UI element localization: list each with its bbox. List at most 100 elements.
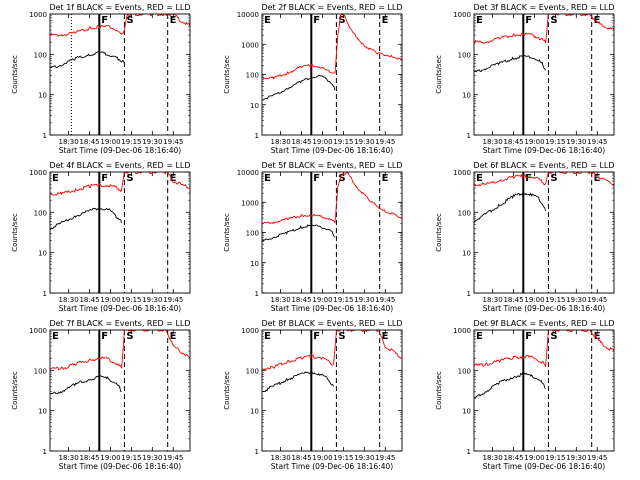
y-tick-label: 100: [458, 51, 471, 59]
y-tick-label: 1000: [29, 11, 47, 19]
marker-label: S: [550, 173, 557, 184]
x-tick-label: 19:45: [587, 138, 607, 146]
plot-frame: [49, 171, 191, 294]
marker-label: E: [382, 15, 389, 26]
x-tick-label: 19:00: [312, 138, 332, 146]
y-tick-label: 1: [43, 290, 47, 298]
marker-label: E: [476, 331, 483, 342]
marker-label: E: [476, 173, 483, 184]
y-tick-label: 10000: [237, 11, 259, 19]
x-tick-label: 18:30: [271, 296, 291, 304]
x-tick-label: 19:15: [121, 138, 141, 146]
x-tick-label: 19:00: [524, 138, 544, 146]
marker-label: E: [594, 173, 601, 184]
chart-title: Det 8f BLACK = Events, RED = LLD: [261, 319, 402, 328]
x-tick-label: 19:00: [524, 454, 544, 462]
chart-title: Det 3f BLACK = Events, RED = LLD: [473, 3, 614, 12]
x-axis-label: Start Time (09-Dec-06 18:16:40): [483, 304, 605, 313]
y-tick-label: 10: [38, 92, 47, 100]
red-series-line: [262, 172, 402, 225]
x-tick-label: 19:00: [312, 454, 332, 462]
marker-label: E: [264, 15, 271, 26]
y-axis-label: Counts/sec: [11, 213, 19, 252]
y-tick-label: 1: [43, 448, 47, 456]
y-tick-label: 1000: [241, 41, 259, 49]
chart-title: Det 2f BLACK = Events, RED = LLD: [261, 3, 402, 12]
x-tick-label: 18:45: [291, 138, 311, 146]
marker-label: S: [338, 15, 345, 26]
red-series-line: [262, 14, 402, 80]
marker-label: E: [264, 173, 271, 184]
marker-label: E: [170, 331, 177, 342]
marker-label: S: [338, 173, 345, 184]
y-axis-label: Counts/sec: [223, 55, 231, 94]
y-axis-label: Counts/sec: [11, 371, 19, 410]
chart-panel: Det 6f BLACK = Events, RED = LLD 1 10 100 10…: [435, 161, 615, 313]
x-axis-label: Start Time (09-Dec-06 18:16:40): [483, 462, 605, 471]
x-tick-label: 19:30: [354, 454, 374, 462]
chart-title: Det 4f BLACK = Events, RED = LLD: [49, 161, 190, 170]
x-tick-label: 18:30: [483, 138, 503, 146]
plot-frame: [261, 13, 403, 136]
chart-panel: Det 5f BLACK = Events, RED = LLD 1 10 100 10…: [223, 161, 403, 313]
chart-panel: Det 2f BLACK = Events, RED = LLD 1 10 100 10…: [223, 3, 403, 155]
marker-label: S: [126, 15, 133, 26]
x-tick-label: 18:45: [503, 454, 523, 462]
marker-label: F: [313, 173, 320, 184]
y-tick-label: 10: [462, 250, 471, 258]
y-tick-label: 100: [34, 209, 47, 217]
marker-label: F: [101, 15, 108, 26]
red-series-line: [50, 14, 190, 37]
x-tick-label: 19:45: [375, 138, 395, 146]
x-tick-label: 19:15: [545, 296, 565, 304]
plot-frame: [473, 13, 615, 136]
red-series-line: [474, 14, 614, 45]
x-tick-label: 19:30: [142, 138, 162, 146]
x-tick-label: 18:30: [483, 296, 503, 304]
x-tick-label: 19:45: [163, 454, 183, 462]
black-series-line: [474, 54, 546, 73]
x-tick-label: 18:30: [59, 296, 79, 304]
marker-label: E: [594, 331, 601, 342]
y-tick-label: 100: [34, 367, 47, 375]
plot-frame: [261, 329, 403, 452]
marker-label: E: [170, 173, 177, 184]
black-series-line: [474, 372, 546, 399]
red-series-line: [262, 330, 402, 371]
x-axis-label: Start Time (09-Dec-06 18:16:40): [271, 304, 393, 313]
y-tick-label: 10: [250, 102, 259, 110]
x-tick-label: 18:30: [59, 138, 79, 146]
x-tick-label: 18:45: [291, 296, 311, 304]
marker-label: S: [126, 331, 133, 342]
black-series-line: [262, 370, 335, 393]
marker-label: F: [101, 173, 108, 184]
marker-label: S: [550, 331, 557, 342]
y-tick-label: 1: [467, 132, 471, 140]
x-axis-label: Start Time (09-Dec-06 18:16:40): [483, 146, 605, 155]
x-tick-label: 19:00: [100, 296, 120, 304]
red-series-line: [50, 330, 190, 371]
y-axis-label: Counts/sec: [11, 55, 19, 94]
black-series-line: [262, 223, 336, 242]
x-tick-label: 19:00: [524, 296, 544, 304]
x-axis-label: Start Time (09-Dec-06 18:16:40): [271, 146, 393, 155]
y-tick-label: 10: [462, 92, 471, 100]
marker-label: E: [52, 331, 59, 342]
y-axis-label: Counts/sec: [223, 213, 231, 252]
chart-title: Det 1f BLACK = Events, RED = LLD: [49, 3, 190, 12]
x-tick-label: 19:15: [333, 138, 353, 146]
y-tick-label: 10: [462, 408, 471, 416]
marker-label: E: [52, 173, 59, 184]
y-tick-label: 100: [246, 72, 259, 80]
y-tick-label: 10: [250, 408, 259, 416]
chart-panel: Det 4f BLACK = Events, RED = LLD 1 10 100 10…: [11, 161, 191, 313]
y-tick-label: 1000: [453, 327, 471, 335]
x-tick-label: 19:45: [587, 296, 607, 304]
plot-frame: [473, 171, 615, 294]
x-tick-label: 19:00: [312, 296, 332, 304]
x-tick-label: 19:15: [333, 454, 353, 462]
x-tick-label: 18:30: [271, 454, 291, 462]
y-tick-label: 1000: [29, 169, 47, 177]
marker-label: F: [313, 331, 320, 342]
y-tick-label: 10: [38, 408, 47, 416]
